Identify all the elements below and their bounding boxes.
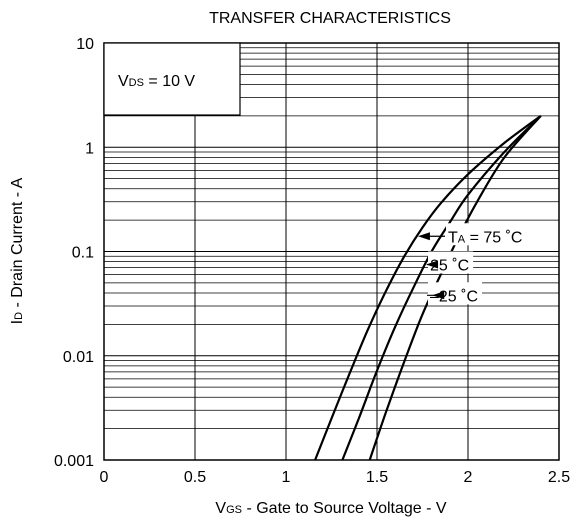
series-label-background [428, 282, 483, 305]
x-axis-label: VGS - Gate to Source Voltage - V [215, 500, 446, 517]
series-label-background [446, 223, 527, 246]
x-tick-labels: 0 0.5 1 1.5 2 2.5 [100, 469, 571, 486]
x-tick-label: 2 [464, 469, 473, 486]
y-axis-label: ID - Drain Current - A [9, 177, 26, 324]
series-curve [368, 115, 542, 461]
condition-subscript: DS [129, 77, 144, 89]
series-label-arrowhead [426, 260, 439, 269]
series-label-main: 25 ˚C [430, 258, 469, 275]
series-label-subscript: A [458, 233, 466, 245]
series-label-background [428, 251, 474, 274]
y-axis-label-text: - Drain Current - A [9, 177, 26, 312]
svg-text:VDS = 10 V: VDS = 10 V [118, 73, 195, 90]
series-label-arrowhead [432, 291, 445, 300]
condition-box: VDS = 10 V [103, 42, 241, 116]
x-tick-label: 1.5 [366, 469, 388, 486]
y-tick-labels: 0.001 0.01 0.1 1 10 [54, 36, 94, 470]
series-label-main: T [448, 229, 458, 246]
y-tick-label: 10 [76, 36, 94, 53]
series-curve [314, 115, 542, 461]
condition-symbol: V [118, 73, 129, 90]
y-axis-label-subscript: D [13, 312, 25, 320]
series-label-main: –25 ˚C [430, 288, 478, 305]
x-axis-label-subscript: GS [226, 504, 242, 516]
y-tick-label: 1 [85, 140, 94, 157]
series-label-arrowhead [417, 232, 430, 241]
y-tick-label: 0.1 [72, 245, 94, 262]
chart-title: TRANSFER CHARACTERISTICS [209, 10, 451, 27]
series-labels: TA = 75 ˚C 25 ˚C –25 ˚C [417, 223, 527, 305]
y-tick-label: 0.01 [63, 349, 94, 366]
series-label-rest: = 75 ˚C [465, 229, 522, 246]
y-tick-label: 0.001 [54, 453, 94, 470]
series-curve [341, 115, 542, 461]
x-tick-label: 0.5 [184, 469, 206, 486]
x-tick-label: 2.5 [548, 469, 570, 486]
x-axis-label-symbol: V [215, 500, 226, 517]
grid-lines [104, 43, 559, 460]
series-label: 25 ˚C [430, 258, 469, 275]
condition-value: = 10 V [144, 73, 195, 90]
x-axis-label-text: - Gate to Source Voltage - V [242, 500, 447, 517]
series-label: TA = 75 ˚C [448, 229, 522, 246]
series-label: –25 ˚C [430, 288, 478, 305]
x-tick-label: 0 [100, 469, 109, 486]
x-tick-label: 1 [282, 469, 291, 486]
curves [314, 115, 542, 461]
y-axis-label-symbol: I [9, 320, 26, 324]
